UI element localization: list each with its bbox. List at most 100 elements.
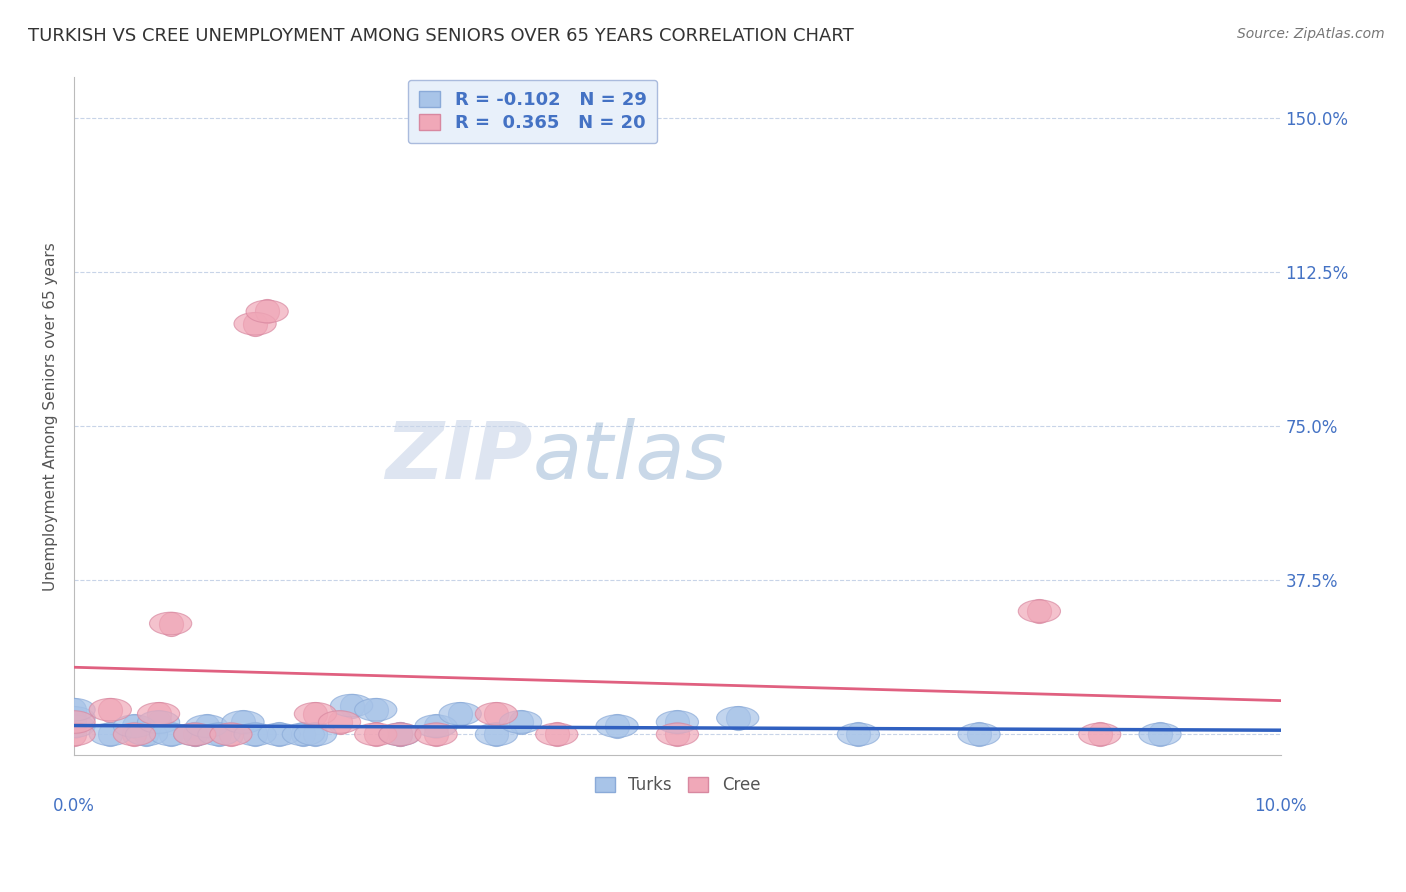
Text: 10.0%: 10.0% [1254,797,1308,814]
Point [135,727,157,741]
Point [364,727,387,741]
Ellipse shape [838,723,880,746]
Point [727,711,749,725]
Point [304,706,326,721]
Point [606,719,628,733]
Point [219,727,242,741]
Ellipse shape [198,723,240,746]
Text: atlas: atlas [533,417,727,496]
Text: TURKISH VS CREE UNEMPLOYMENT AMONG SENIORS OVER 65 YEARS CORRELATION CHART: TURKISH VS CREE UNEMPLOYMENT AMONG SENIO… [28,27,853,45]
Ellipse shape [233,723,276,746]
Ellipse shape [1139,723,1181,746]
Point [666,727,689,741]
Ellipse shape [354,723,396,746]
Point [124,719,146,733]
Ellipse shape [114,723,156,746]
Ellipse shape [378,723,420,746]
Point [148,706,170,721]
Ellipse shape [186,714,228,738]
Ellipse shape [957,723,1000,746]
Ellipse shape [596,714,638,738]
Ellipse shape [53,698,96,721]
Ellipse shape [222,711,264,733]
Point [184,727,207,741]
Point [232,714,254,729]
Ellipse shape [53,723,96,746]
Point [425,727,447,741]
Ellipse shape [318,711,361,733]
Ellipse shape [475,723,517,746]
Ellipse shape [330,694,373,717]
Ellipse shape [89,698,131,721]
Text: ZIP: ZIP [385,417,533,496]
Ellipse shape [209,723,252,746]
Point [388,727,411,741]
Point [63,719,86,733]
Point [509,714,531,729]
Point [63,703,86,717]
Point [364,703,387,717]
Point [98,727,121,741]
Ellipse shape [283,723,325,746]
Point [63,711,86,725]
Point [328,714,350,729]
Point [243,317,266,331]
Ellipse shape [259,723,301,746]
Point [148,714,170,729]
Ellipse shape [233,312,276,335]
Ellipse shape [173,723,217,746]
Text: Source: ZipAtlas.com: Source: ZipAtlas.com [1237,27,1385,41]
Ellipse shape [536,723,578,746]
Point [269,727,291,741]
Ellipse shape [439,703,481,725]
Point [340,698,363,713]
Ellipse shape [125,723,167,746]
Ellipse shape [499,711,541,733]
Ellipse shape [149,612,191,635]
Point [124,727,146,741]
Ellipse shape [246,301,288,323]
Point [256,304,278,318]
Point [195,719,218,733]
Point [184,727,207,741]
Ellipse shape [354,698,396,721]
Point [63,714,86,729]
Point [388,727,411,741]
Text: 0.0%: 0.0% [53,797,96,814]
Ellipse shape [173,723,217,746]
Point [98,703,121,717]
Point [425,719,447,733]
Point [967,727,990,741]
Point [304,727,326,741]
Ellipse shape [475,703,517,725]
Point [208,727,231,741]
Ellipse shape [717,706,759,730]
Point [485,727,508,741]
Legend: Turks, Cree: Turks, Cree [588,770,766,801]
Point [1088,727,1111,741]
Ellipse shape [657,723,699,746]
Ellipse shape [415,723,457,746]
Ellipse shape [294,723,336,746]
Point [159,727,181,741]
Point [1149,727,1171,741]
Ellipse shape [53,711,96,733]
Ellipse shape [378,723,420,746]
Point [848,727,870,741]
Point [666,714,689,729]
Ellipse shape [89,723,131,746]
Y-axis label: Unemployment Among Seniors over 65 years: Unemployment Among Seniors over 65 years [44,242,58,591]
Ellipse shape [1078,723,1121,746]
Ellipse shape [1018,600,1060,623]
Point [243,727,266,741]
Point [63,727,86,741]
Ellipse shape [138,703,180,725]
Ellipse shape [53,714,96,738]
Ellipse shape [53,706,96,730]
Point [1028,604,1050,618]
Ellipse shape [138,711,180,733]
Point [546,727,568,741]
Point [449,706,471,721]
Ellipse shape [294,703,336,725]
Ellipse shape [657,711,699,733]
